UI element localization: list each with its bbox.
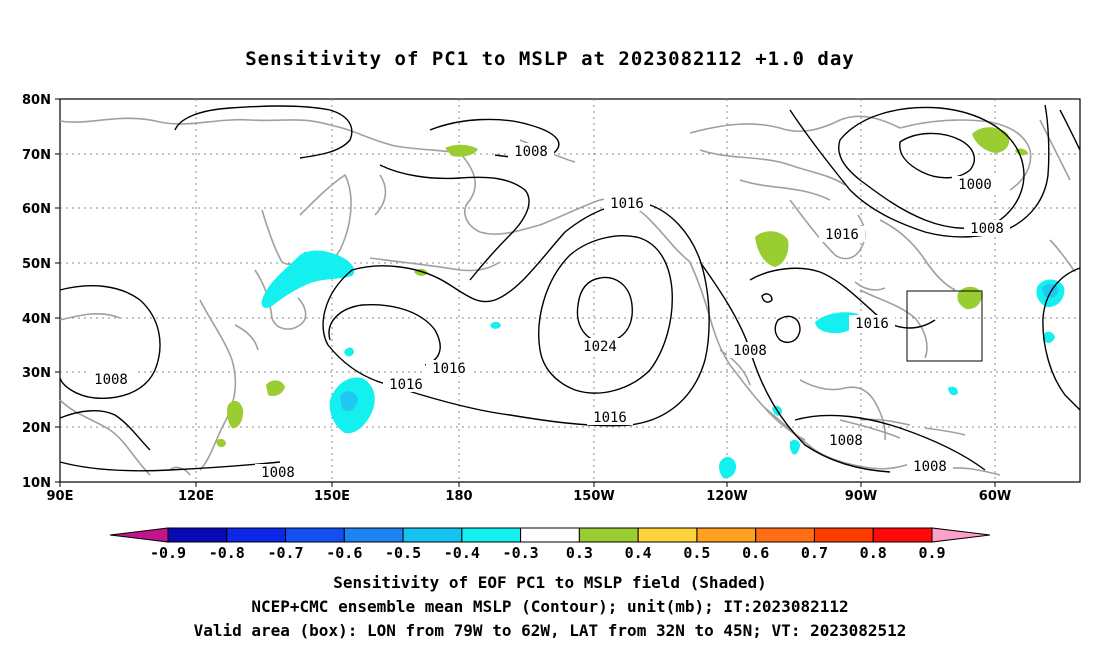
colorbar-swatch xyxy=(696,527,757,543)
colorbar-swatch xyxy=(813,527,874,543)
contour-label: 1008 xyxy=(913,459,947,475)
contour-label: 1016 xyxy=(389,377,423,393)
positive-sensitivity-areas xyxy=(216,127,1028,448)
colorbar-label: 0.3 xyxy=(566,544,593,562)
coastlines xyxy=(59,115,1076,476)
lat-label: 70N xyxy=(22,148,51,163)
lat-label: 40N xyxy=(22,312,51,327)
contour-label: 1016 xyxy=(610,196,644,212)
colorbar-swatch xyxy=(520,527,580,543)
colorbar-label: -0.8 xyxy=(209,544,245,562)
caption-line-2: NCEP+CMC ensemble mean MSLP (Contour); u… xyxy=(251,597,849,616)
colorbar-label: -0.6 xyxy=(326,544,362,562)
lon-label: 90E xyxy=(47,489,74,504)
colorbar-swatch xyxy=(637,527,698,543)
caption-line-1: Sensitivity of EOF PC1 to MSLP field (Sh… xyxy=(333,573,767,592)
colorbar-labels: -0.9 -0.8 -0.7 -0.6 -0.5 -0.4 -0.3 0.3 0.4 0.5 0.6… xyxy=(150,544,946,562)
colorbar-swatch xyxy=(461,527,522,543)
lon-label: 120E xyxy=(178,489,214,504)
lat-label: 50N xyxy=(22,257,51,272)
contour-label: 1024 xyxy=(583,339,617,355)
valid-area-box xyxy=(906,290,983,362)
lat-label: 20N xyxy=(22,421,51,436)
contour-label: 1008 xyxy=(733,343,767,359)
colorbar-label: -0.4 xyxy=(444,544,480,562)
colorbar-swatches xyxy=(109,527,991,543)
colorbar-swatch xyxy=(226,527,287,543)
mslp-contours xyxy=(59,104,1081,473)
lat-label: 10N xyxy=(22,476,51,491)
colorbar-max-triangle xyxy=(931,527,991,543)
contour-label: 1008 xyxy=(514,144,548,160)
contour-label: 1016 xyxy=(593,410,627,426)
colorbar-label: 0.5 xyxy=(683,544,710,562)
contour-label: 1008 xyxy=(970,221,1004,237)
contour-labels: 1008 1000 1008 1016 1016 1024 1016 1016 … xyxy=(88,143,1010,481)
colorbar: -0.9 -0.8 -0.7 -0.6 -0.5 -0.4 -0.3 0.3 0.4 0.5 0.6… xyxy=(109,527,991,562)
colorbar-label: 0.9 xyxy=(918,544,945,562)
lon-label: 180 xyxy=(445,489,472,504)
contour-label: 1008 xyxy=(94,372,128,388)
latitude-labels: 80N 70N 60N 50N 40N 30N 20N 10N xyxy=(22,93,51,491)
colorbar-label: 0.6 xyxy=(742,544,769,562)
colorbar-label: 0.8 xyxy=(860,544,887,562)
contour-label: 1008 xyxy=(261,465,295,481)
lon-label: 120W xyxy=(706,489,747,504)
sensitivity-map: 1008 1000 1008 1016 1016 1024 1016 1016 … xyxy=(22,93,1081,504)
colorbar-label: -0.9 xyxy=(150,544,186,562)
lat-label: 60N xyxy=(22,202,51,217)
colorbar-swatch xyxy=(755,527,815,543)
lon-label: 90W xyxy=(845,489,877,504)
colorbar-swatch xyxy=(402,527,463,543)
contour-label: 1016 xyxy=(855,316,889,332)
contour-label: 1016 xyxy=(825,227,859,243)
colorbar-label: 0.7 xyxy=(801,544,828,562)
map-title: Sensitivity of PC1 to MSLP at 2023082112… xyxy=(245,48,855,70)
lon-label: 150W xyxy=(573,489,614,504)
colorbar-swatch xyxy=(167,527,228,543)
contour-label: 1016 xyxy=(432,361,466,377)
colorbar-min-triangle xyxy=(109,527,169,543)
colorbar-swatch xyxy=(343,527,404,543)
contour-label: 1008 xyxy=(829,433,863,449)
colorbar-swatch xyxy=(285,527,345,543)
axis-ticks xyxy=(55,98,996,487)
lon-label: 60W xyxy=(979,489,1011,504)
colorbar-label: 0.4 xyxy=(625,544,652,562)
longitude-labels: 90E 120E 150E 180 150W 120W 90W 60W xyxy=(47,489,1012,504)
lat-label: 80N xyxy=(22,93,51,108)
lat-label: 30N xyxy=(22,366,51,381)
colorbar-label: -0.7 xyxy=(267,544,303,562)
colorbar-label: -0.5 xyxy=(385,544,421,562)
contour-label: 1000 xyxy=(958,177,992,193)
colorbar-swatch xyxy=(578,527,639,543)
lon-label: 150E xyxy=(314,489,350,504)
colorbar-label: -0.3 xyxy=(503,544,539,562)
caption-line-3: Valid area (box): LON from 79W to 62W, L… xyxy=(193,621,907,640)
colorbar-swatch xyxy=(872,527,933,543)
